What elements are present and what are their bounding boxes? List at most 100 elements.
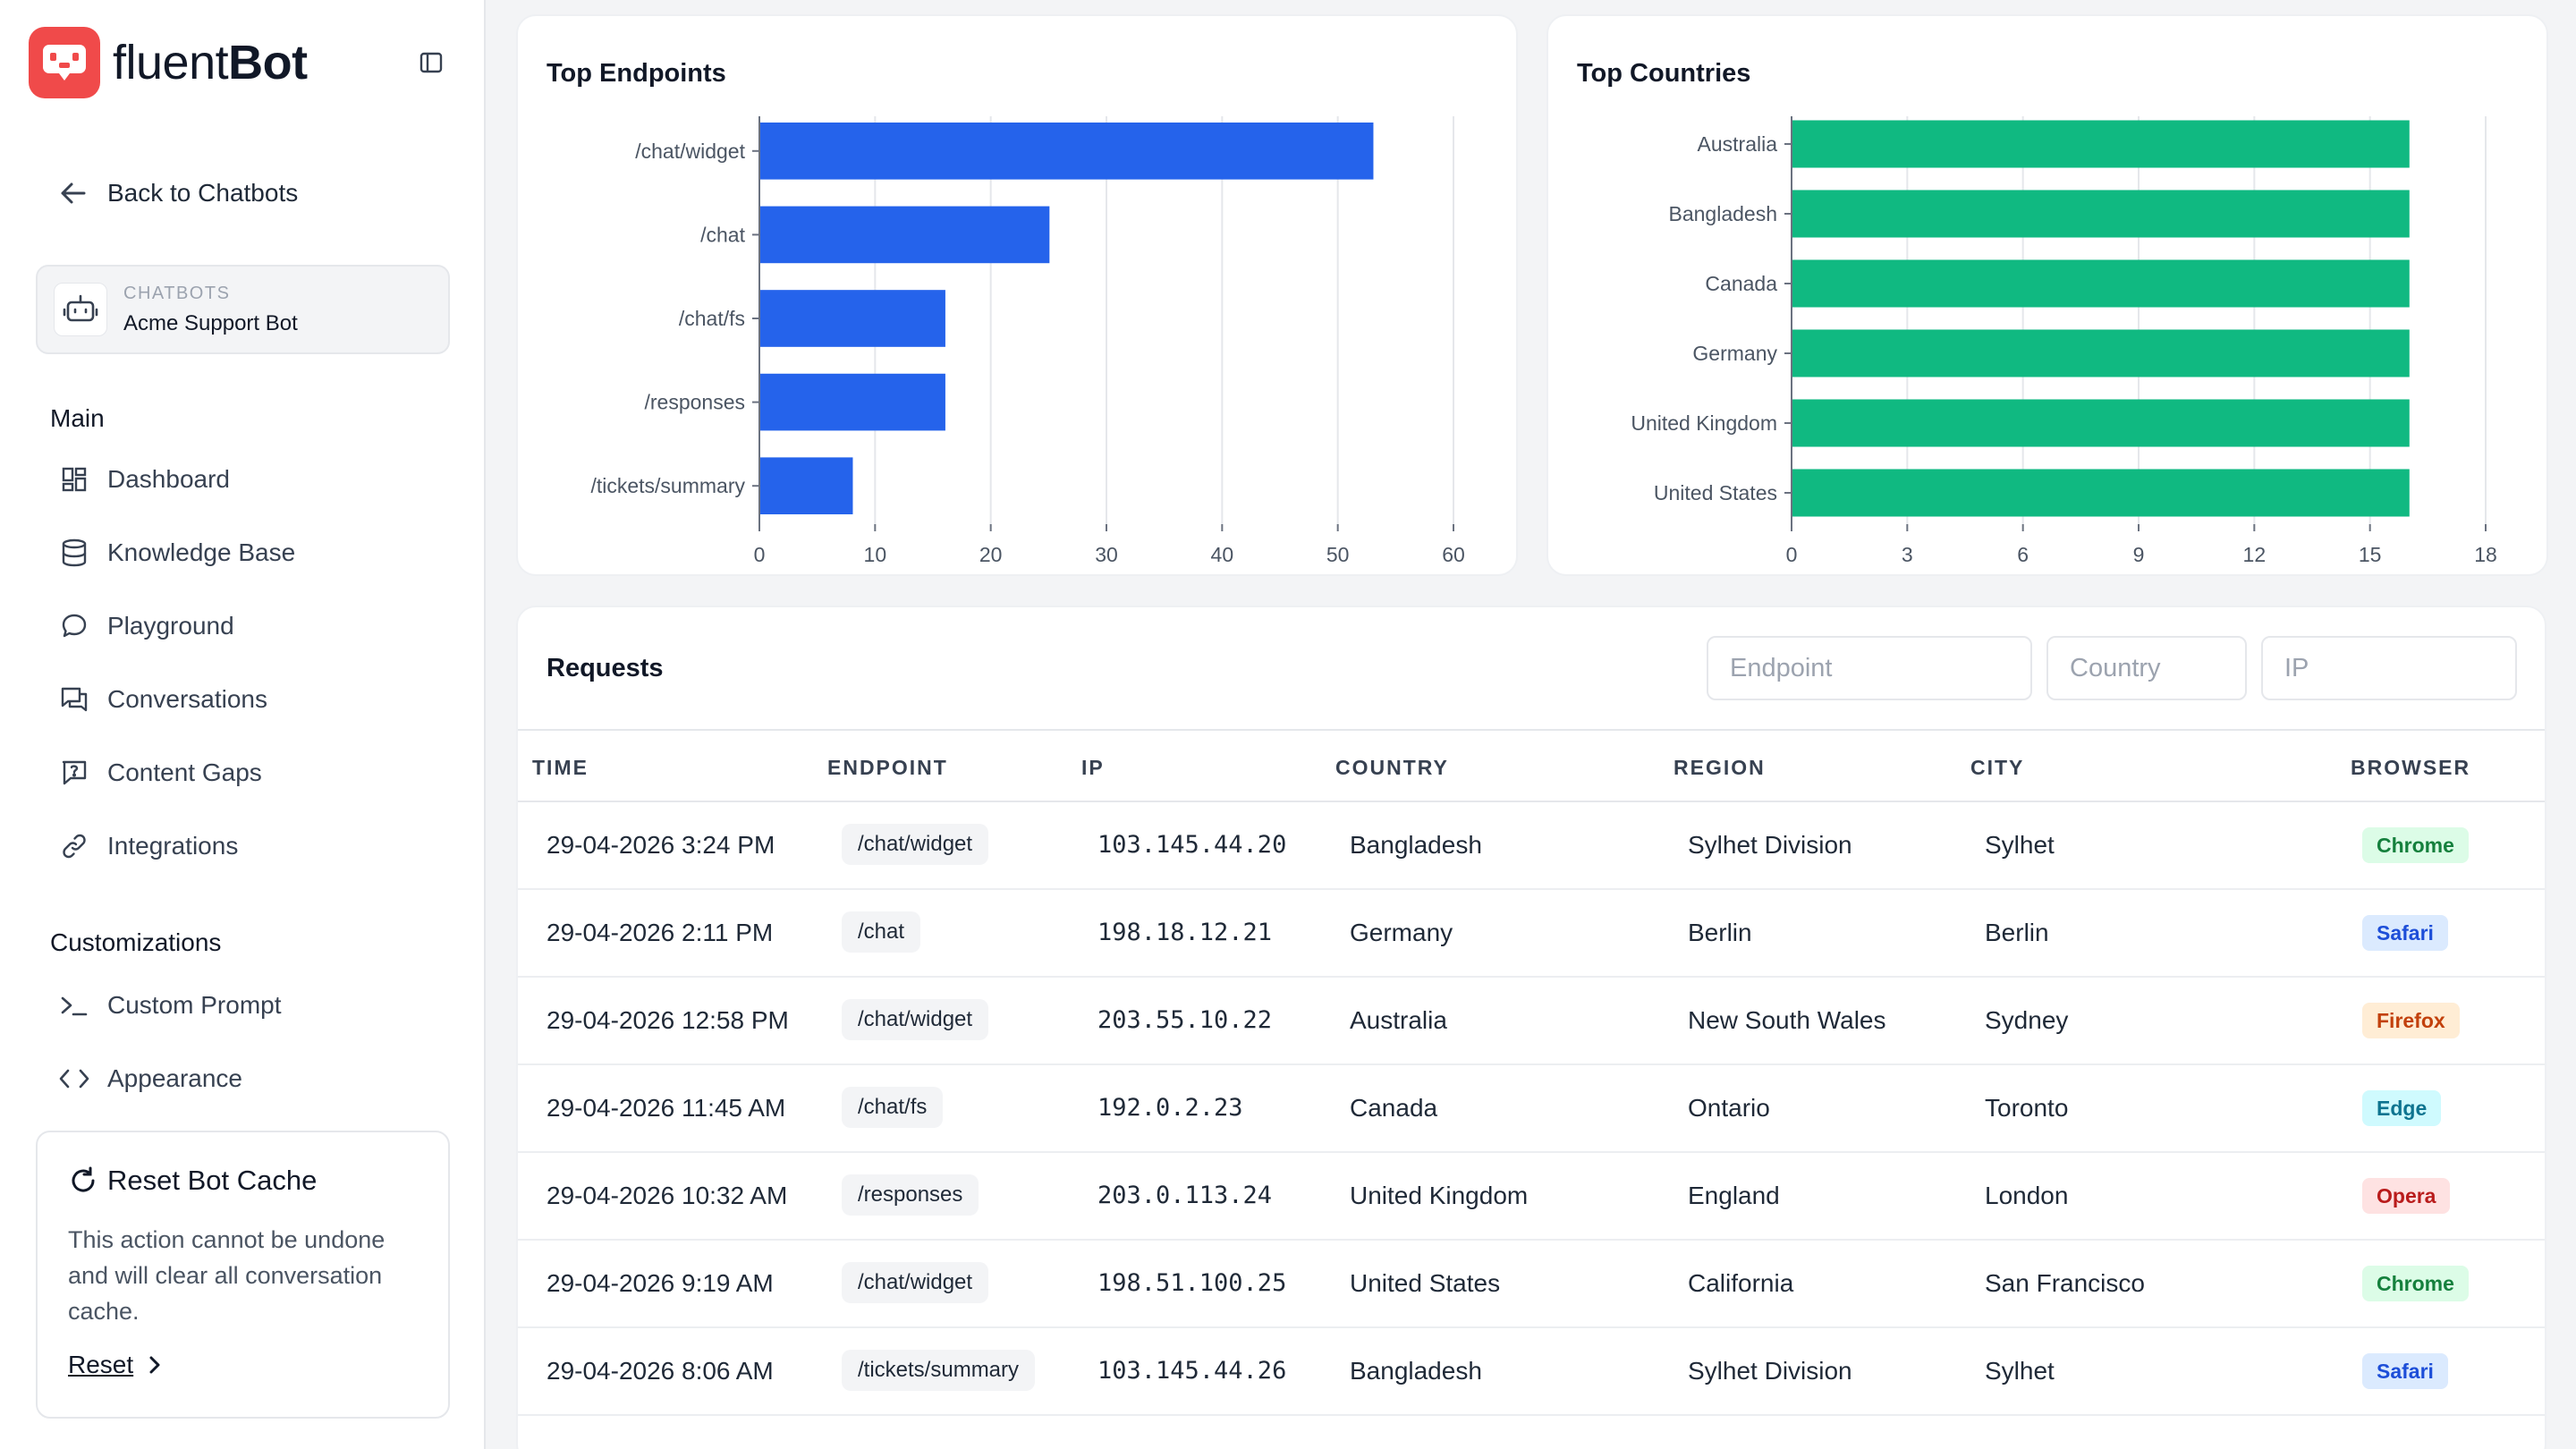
cell-time: 29-04-2026 11:45 AM [547, 1094, 786, 1122]
dashboard-icon [59, 464, 89, 495]
reset-card-description: This action cannot be undone and will cl… [68, 1226, 386, 1325]
sidebar-collapse-icon[interactable] [419, 50, 444, 75]
nav-content-gaps[interactable]: Content Gaps [59, 755, 262, 791]
table-row[interactable]: 29-04-2026 3:24 PM/chat/widget 103.145.44… [518, 802, 2545, 890]
table-row[interactable]: 29-04-2026 2:11 PM/chat 198.18.12.21 Germa… [518, 890, 2545, 978]
y-tick-label: /tickets/summary [590, 474, 745, 497]
nav-custom-prompt[interactable]: Custom Prompt [59, 987, 282, 1023]
cell-city: Sylhet [1985, 1357, 2055, 1385]
browser-badge: Chrome [2362, 1266, 2469, 1301]
cell-city: London [1985, 1182, 2069, 1209]
nav-label: Knowledge Base [107, 538, 296, 566]
cell-ip: 198.18.12.21 [1097, 919, 1273, 946]
x-tick-label: 18 [2474, 543, 2497, 566]
top-endpoints-chart: 0 10 20 30 40 50 60/chat/widget/chat/chat/fs/r… [590, 116, 1465, 566]
cell-city: Berlin [1985, 919, 2049, 946]
top-endpoints-card: Top Endpoints 0 10 20 30 40 50 60/chat/widget /… [516, 14, 1518, 576]
endpoint-badge: /responses [842, 1174, 979, 1216]
bar [760, 373, 945, 431]
nav-label: Conversations [107, 685, 267, 713]
x-tick-label: 20 [979, 543, 1003, 566]
requests-card: Requests TIME ENDPOINT IP COUNTRY REGION… [516, 606, 2546, 1449]
x-tick-label: 9 [2133, 543, 2145, 566]
column-header-time[interactable]: TIME [532, 756, 589, 779]
cell-ip: 103.145.44.20 [1097, 831, 1287, 859]
nav-dashboard[interactable]: Dashboard [59, 462, 230, 497]
browser-badge: Firefox [2362, 1003, 2460, 1038]
table-row[interactable]: 29-04-2026 12:58 PM/chat/widget 203.55.10… [518, 978, 2545, 1065]
table-row[interactable]: 29-04-2026 8:06 AM/tickets/summary 103.14… [518, 1328, 2545, 1416]
link-icon [59, 831, 89, 861]
cell-time: 29-04-2026 9:19 AM [547, 1269, 774, 1297]
browser-badge: Chrome [2362, 827, 2469, 863]
bot-logo-icon [29, 27, 100, 98]
x-tick-label: 12 [2243, 543, 2267, 566]
nav-conversations[interactable]: Conversations [59, 682, 267, 717]
bar [1792, 329, 2410, 377]
chat-bubble-icon [59, 611, 89, 641]
x-tick-label: 50 [1326, 543, 1350, 566]
cell-country: Australia [1350, 1006, 1447, 1034]
table-row[interactable]: 29-04-2026 11:45 AM/chat/fs 192.0.2.23 Can… [518, 1065, 2545, 1153]
cell-country: United Kingdom [1350, 1182, 1529, 1209]
brand-logo[interactable]: fluentBot [29, 27, 308, 98]
nav-label: Custom Prompt [107, 991, 282, 1019]
nav-label: Dashboard [107, 465, 230, 493]
ip-filter-input[interactable] [2261, 636, 2517, 700]
bar [1792, 259, 2410, 308]
x-tick-label: 0 [1786, 543, 1798, 566]
y-tick-label: Australia [1698, 132, 1778, 156]
column-header-ip[interactable]: IP [1081, 756, 1105, 779]
code-icon [59, 1063, 89, 1094]
reset-card-title: Reset Bot Cache [68, 1165, 418, 1197]
nav-integrations[interactable]: Integrations [59, 828, 238, 864]
robot-icon [54, 283, 107, 336]
table-row[interactable]: 29-04-2026 9:19 AM/chat/widget 198.51.100… [518, 1241, 2545, 1328]
top-countries-card: Top Countries 0 3 6 9 12 15 18 Australia Banglad… [1546, 14, 2548, 576]
endpoint-badge: /chat/widget [842, 824, 989, 865]
x-tick-label: 3 [1902, 543, 1913, 566]
browser-badge: Safari [2362, 1353, 2448, 1389]
y-tick-label: /chat/widget [635, 140, 745, 163]
endpoint-badge: /chat/fs [842, 1087, 944, 1128]
y-tick-label: United States [1654, 481, 1777, 504]
cell-region: Ontario [1688, 1094, 1770, 1122]
table-row[interactable]: 29-04-2026 10:32 AM/responses 203.0.113.2… [518, 1153, 2545, 1241]
brand-name: fluentBot [113, 36, 308, 89]
nav-label: Integrations [107, 832, 239, 860]
bar [760, 457, 853, 515]
column-header-city[interactable]: CITY [1970, 756, 2025, 779]
column-header-region[interactable]: REGION [1674, 756, 1766, 779]
country-filter-input[interactable] [2046, 636, 2247, 700]
x-tick-label: 10 [864, 543, 887, 566]
nav-label: Content Gaps [107, 758, 262, 786]
cell-country: Bangladesh [1350, 831, 1482, 859]
y-tick-label: /chat [700, 223, 745, 246]
x-tick-label: 0 [754, 543, 766, 566]
x-tick-label: 30 [1095, 543, 1118, 566]
endpoint-filter-input[interactable] [1707, 636, 2032, 700]
column-header-endpoint[interactable]: ENDPOINT [827, 756, 948, 779]
column-header-browser[interactable]: BROWSER [2351, 756, 2471, 779]
chart-title: Top Endpoints [547, 59, 726, 88]
nav-knowledge-base[interactable]: Knowledge Base [59, 535, 295, 571]
bot-switcher[interactable]: CHATBOTS Acme Support Bot [36, 265, 450, 354]
back-to-chatbots-link[interactable]: Back to Chatbots [59, 179, 298, 208]
reset-button[interactable]: Reset [68, 1351, 418, 1379]
nav-playground[interactable]: Playground [59, 608, 234, 644]
bar [1792, 399, 2410, 447]
cell-region: California [1688, 1269, 1794, 1297]
y-tick-label: United Kingdom [1631, 411, 1777, 435]
y-tick-label: /responses [644, 391, 745, 414]
terminal-icon [59, 990, 89, 1021]
endpoint-badge: /chat/widget [842, 999, 989, 1040]
chevron-right-icon [149, 1356, 160, 1374]
x-tick-label: 60 [1442, 543, 1465, 566]
x-tick-label: 15 [2359, 543, 2382, 566]
bar [1792, 469, 2410, 517]
bar [1792, 120, 2410, 168]
nav-appearance[interactable]: Appearance [59, 1061, 242, 1097]
cell-region: New South Wales [1688, 1006, 1886, 1034]
bar [760, 290, 945, 347]
column-header-country[interactable]: COUNTRY [1335, 756, 1449, 779]
